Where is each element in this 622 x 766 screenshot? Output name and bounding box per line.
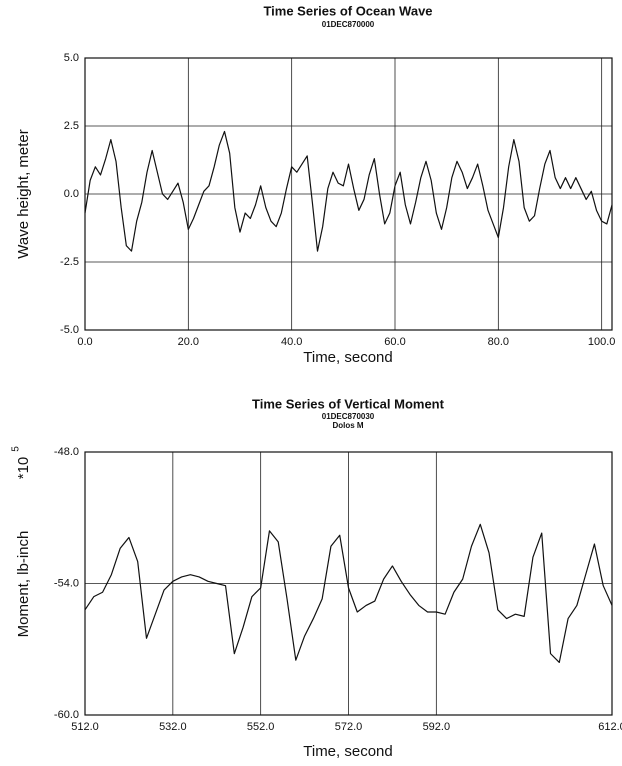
- x-tick-label: 512.0: [71, 721, 99, 733]
- y-axis-label: Moment, lb-inch: [15, 531, 32, 638]
- y-tick-label: -2.5: [60, 256, 79, 268]
- x-tick-label: 80.0: [488, 336, 509, 348]
- x-axis-label: Time, second: [303, 349, 392, 366]
- x-tick-label: 40.0: [281, 336, 302, 348]
- y-tick-label: 2.5: [64, 120, 79, 132]
- data-line: [84, 130, 613, 252]
- y-tick-label: 0.0: [64, 188, 79, 200]
- y-multiplier: *10: [15, 457, 32, 480]
- x-tick-label: 592.0: [423, 721, 451, 733]
- chart-subtitle: Dolos M: [332, 421, 363, 430]
- x-axis-label: Time, second: [303, 743, 392, 760]
- y-tick-label: 5.0: [64, 52, 79, 64]
- chart-title: Time Series of Ocean Wave: [263, 3, 432, 18]
- x-tick-label: 0.0: [77, 336, 92, 348]
- x-tick-label: 552.0: [247, 721, 275, 733]
- x-tick-label: 60.0: [384, 336, 405, 348]
- x-tick-label: 20.0: [178, 336, 199, 348]
- chart-subtitle: 01DEC870000: [322, 20, 375, 29]
- y-axis-label: Wave height, meter: [15, 129, 32, 259]
- plot-frame: [84, 57, 613, 331]
- plot-frame: [84, 451, 613, 716]
- chart-subtitle: 01DEC870030: [322, 412, 375, 421]
- y-tick-label: -48.0: [54, 446, 79, 458]
- y-tick-label: -60.0: [54, 709, 79, 721]
- chart-title: Time Series of Vertical Moment: [252, 396, 445, 411]
- y-multiplier-exponent: 5: [11, 446, 22, 452]
- data-line: [84, 523, 613, 663]
- y-tick-label: -54.0: [54, 577, 79, 589]
- x-tick-label: 572.0: [335, 721, 363, 733]
- y-tick-label: -5.0: [60, 324, 79, 336]
- x-tick-label: 100.0: [588, 336, 616, 348]
- x-tick-label: 532.0: [159, 721, 187, 733]
- x-tick-label: 612.0: [598, 721, 622, 733]
